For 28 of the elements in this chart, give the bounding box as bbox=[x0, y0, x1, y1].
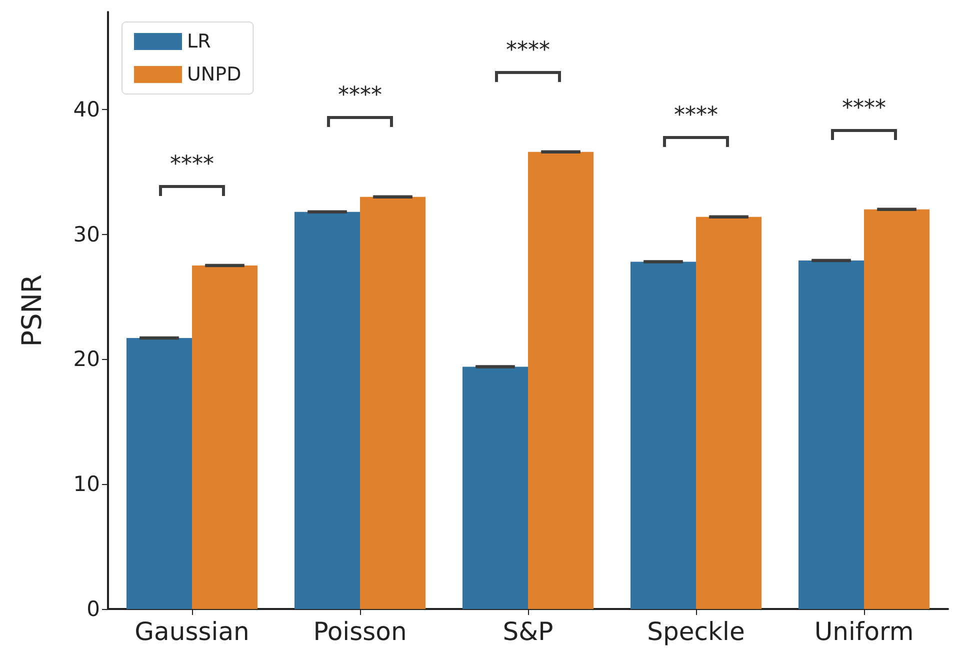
annotation: **** bbox=[169, 150, 215, 179]
annotation: **** bbox=[337, 82, 383, 110]
x-tick-label: Poisson bbox=[313, 617, 407, 646]
y-axis-title: PSNR bbox=[17, 274, 48, 347]
annotation: **** bbox=[505, 37, 551, 66]
bar bbox=[798, 260, 864, 609]
bar bbox=[696, 216, 762, 609]
x-tick-label: Gaussian bbox=[134, 617, 250, 646]
bar bbox=[192, 266, 258, 609]
bar bbox=[294, 212, 360, 609]
bar bbox=[126, 338, 192, 609]
bar bbox=[630, 262, 696, 609]
bar bbox=[462, 366, 528, 609]
bar bbox=[528, 152, 594, 609]
y-tick-label: 40 bbox=[73, 97, 100, 122]
y-tick-label: 0 bbox=[86, 597, 100, 621]
y-tick-label: 10 bbox=[73, 472, 100, 496]
x-tick-label: Uniform bbox=[814, 617, 914, 646]
y-tick-label: 20 bbox=[73, 347, 100, 372]
legend-label: LR bbox=[187, 30, 211, 52]
x-tick-label: S&P bbox=[502, 617, 554, 646]
bar bbox=[360, 196, 426, 609]
y-tick-label: 30 bbox=[73, 222, 100, 246]
bar bbox=[864, 209, 930, 609]
annotation: **** bbox=[841, 94, 887, 123]
legend-label: UNPD bbox=[187, 64, 242, 86]
x-tick-label: Speckle bbox=[647, 617, 745, 646]
annotation: **** bbox=[673, 102, 719, 130]
